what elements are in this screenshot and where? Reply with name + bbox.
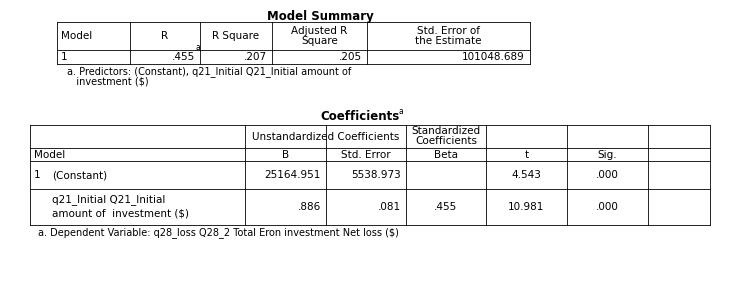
Text: t: t bbox=[525, 149, 528, 160]
Text: amount of  investment ($): amount of investment ($) bbox=[52, 208, 189, 218]
Text: .081: .081 bbox=[378, 202, 401, 212]
Text: a: a bbox=[399, 107, 404, 116]
Text: q21_Initial Q21_Initial: q21_Initial Q21_Initial bbox=[52, 195, 165, 205]
Text: the Estimate: the Estimate bbox=[415, 36, 482, 46]
Text: R Square: R Square bbox=[212, 31, 259, 41]
Text: Std. Error: Std. Error bbox=[341, 149, 391, 160]
Text: Model Summary: Model Summary bbox=[267, 10, 374, 23]
Text: Unstandardized Coefficients: Unstandardized Coefficients bbox=[252, 132, 399, 141]
Text: a: a bbox=[196, 43, 200, 52]
Text: B: B bbox=[282, 149, 289, 160]
Text: a. Dependent Variable: q28_loss Q28_2 Total Eron investment Net loss ($): a. Dependent Variable: q28_loss Q28_2 To… bbox=[38, 228, 399, 238]
Text: (Constant): (Constant) bbox=[52, 170, 107, 180]
Text: 1: 1 bbox=[34, 170, 41, 180]
Text: .455: .455 bbox=[434, 202, 458, 212]
Text: Model: Model bbox=[34, 149, 66, 160]
Text: Sig.: Sig. bbox=[598, 149, 618, 160]
Text: .455: .455 bbox=[172, 52, 195, 62]
Text: .205: .205 bbox=[339, 52, 362, 62]
Text: .000: .000 bbox=[596, 170, 619, 180]
Text: Coefficients: Coefficients bbox=[321, 110, 399, 123]
Text: 10.981: 10.981 bbox=[509, 202, 545, 212]
Text: Beta: Beta bbox=[434, 149, 458, 160]
Text: 5538.973: 5538.973 bbox=[352, 170, 401, 180]
Text: Square: Square bbox=[301, 36, 338, 46]
Text: Std. Error of: Std. Error of bbox=[417, 26, 480, 36]
Text: .886: .886 bbox=[298, 202, 321, 212]
Text: Standardized: Standardized bbox=[411, 127, 481, 136]
Text: R: R bbox=[161, 31, 169, 41]
Text: a. Predictors: (Constant), q21_Initial Q21_Initial amount of: a. Predictors: (Constant), q21_Initial Q… bbox=[67, 67, 352, 77]
Text: Adjusted R: Adjusted R bbox=[291, 26, 348, 36]
Text: 4.543: 4.543 bbox=[511, 170, 542, 180]
Text: .000: .000 bbox=[596, 202, 619, 212]
Text: 25164.951: 25164.951 bbox=[265, 170, 321, 180]
Text: 1: 1 bbox=[61, 52, 68, 62]
Text: investment ($): investment ($) bbox=[67, 77, 149, 87]
Text: Coefficients: Coefficients bbox=[415, 136, 477, 147]
Text: .207: .207 bbox=[244, 52, 267, 62]
Text: 101048.689: 101048.689 bbox=[462, 52, 525, 62]
Text: Model: Model bbox=[61, 31, 92, 41]
